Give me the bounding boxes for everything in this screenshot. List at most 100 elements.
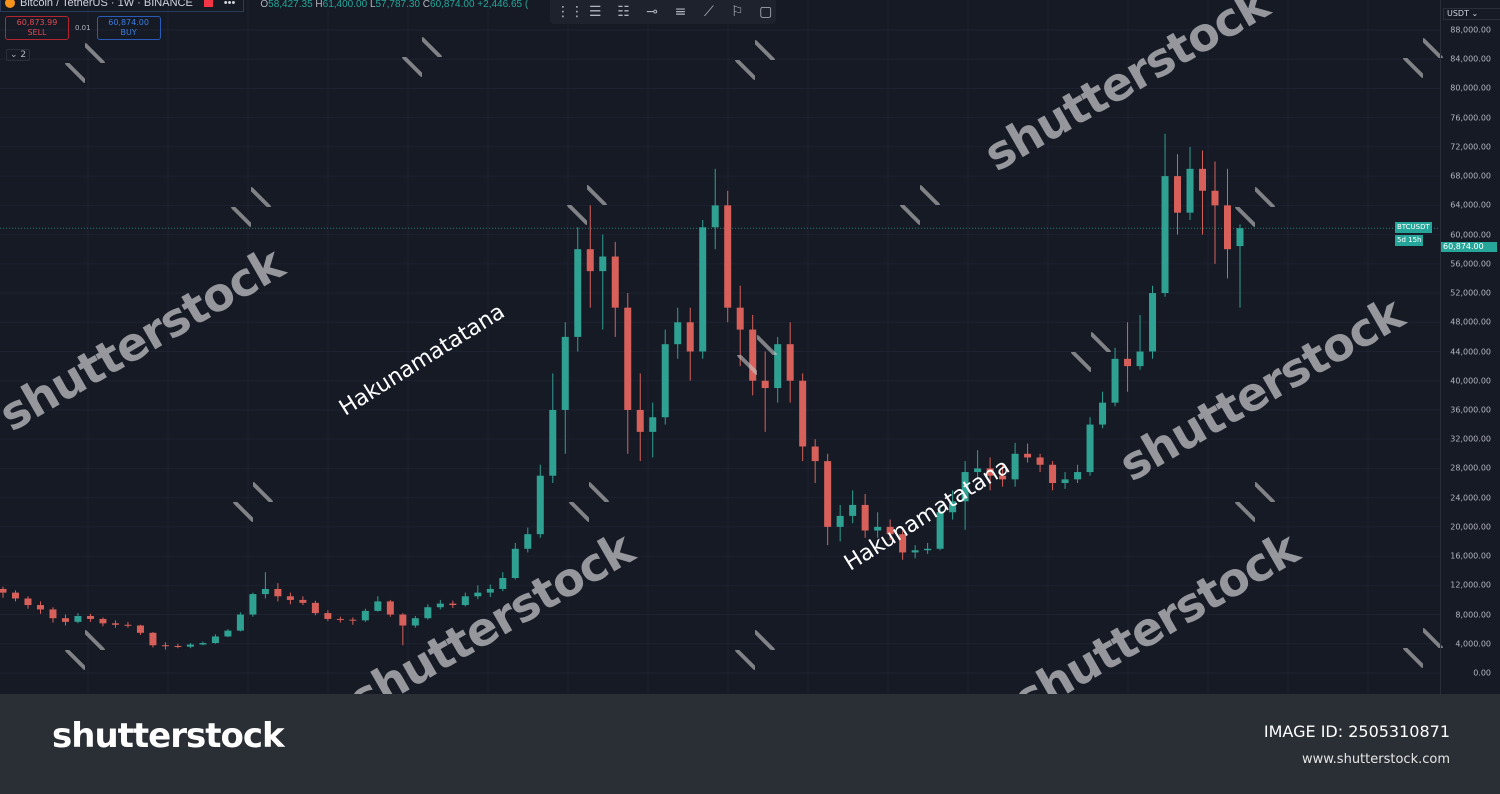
candle [1011,442,1019,487]
candle-body [24,598,32,606]
candle [1099,391,1107,429]
rectangle-icon[interactable]: ▢ [759,4,773,20]
candle [611,241,619,337]
horizontal-line-icon[interactable]: ⊸ [646,4,658,20]
candle [724,190,732,323]
candle [274,583,282,602]
candle-body [124,624,132,626]
candle [61,614,69,626]
candle [436,599,444,610]
price-tick: 48,000.00 [1450,317,1491,327]
flag-marker-icon[interactable]: ⚐ [731,4,744,20]
more-button[interactable]: ••• [223,0,236,9]
price-axis[interactable]: 88,000.00 84,000.00 80,000.00 76,000.00 72,0… [1440,0,1500,694]
candle-body [924,548,932,551]
price-tick: 80,000.00 [1450,83,1491,93]
candle [449,600,457,608]
drag-handle-icon[interactable]: ⋮⋮ [556,4,584,20]
candle [711,168,719,250]
candle-body [511,548,519,579]
candle [986,457,994,491]
footer-bar: shutterstock IMAGE ID: 2505310871 www.sh… [0,694,1500,794]
candle [136,624,144,636]
candle-body [211,636,219,644]
candle [0,586,7,598]
symbol-title: Bitcoin / TetherUS · 1W · BINANCE [20,0,193,9]
price-tick: 12,000.00 [1450,580,1491,590]
candle [649,402,657,458]
parallel-channel-icon[interactable]: ☰ [588,4,602,20]
candle [286,592,294,605]
candle [1236,224,1244,308]
candle [74,613,82,624]
candle-body [861,504,869,531]
candle [549,373,557,484]
candle [849,490,857,524]
candle-body [99,618,107,624]
price-tick: 52,000.00 [1450,288,1491,298]
trade-panel: 60,873.99 SELL 0.01 60,874.00 BUY [5,16,161,40]
candle [624,293,632,454]
candle-body [1049,464,1057,484]
image-id: IMAGE ID: 2505310871 [1263,722,1450,741]
candle-body [424,607,432,619]
indicators-toggle[interactable]: ⌄ 2 [6,49,31,61]
candlestick-chart[interactable] [0,0,1440,694]
candle-body [436,603,444,608]
candle-body [674,322,682,345]
candle-body [1199,168,1207,191]
price-tick: 76,000.00 [1450,113,1491,123]
candle [699,219,707,359]
candle [561,322,569,454]
candle [574,227,582,352]
candle-body [1024,453,1032,458]
candle-body [799,380,807,447]
flag-icon[interactable] [203,0,213,7]
candle-body [1011,453,1019,480]
buy-button[interactable]: 60,874.00 BUY [96,16,161,40]
price-tick: 4,000.00 [1455,639,1491,649]
chart-header: Bitcoin / TetherUS · 1W · BINANCE ••• O5… [0,0,528,12]
candle-body [774,344,782,389]
candle-body [336,618,344,620]
site-url: www.shutterstock.com [1301,752,1450,767]
candle-body [1099,402,1107,425]
candle [786,322,794,403]
currency-selector[interactable]: USDT ⌄ [1443,8,1500,20]
candle [311,600,319,616]
candle [461,592,469,607]
candle [161,642,169,650]
candle [361,608,369,622]
regression-trend-icon[interactable]: ☷ [617,4,630,20]
candle-body [911,550,919,553]
candle [836,504,844,542]
candle [1074,464,1082,484]
fib-retracement-icon[interactable]: ≡ [674,4,687,20]
sell-button[interactable]: 60,873.99 SELL [5,16,69,40]
candle [861,493,869,538]
candle [936,504,944,551]
candle-body [786,344,794,381]
candle-body [374,601,382,611]
candle-body [536,475,544,535]
candle [961,461,969,530]
price-tick: 20,000.00 [1450,522,1491,532]
candle [24,596,32,609]
trend-line-icon[interactable]: ⟋ [703,4,714,20]
candle-body [1036,457,1044,465]
candle-body [624,307,632,410]
candle [686,307,694,381]
price-tick: 64,000.00 [1450,200,1491,210]
candle-body [399,614,407,626]
chart-area[interactable]: shutterstock shutterstock shutterstock s… [0,0,1500,727]
candle [749,314,757,396]
candle [974,450,982,480]
candle [336,616,344,623]
candle [811,439,819,484]
candle [1199,150,1207,235]
symbol-selector[interactable]: Bitcoin / TetherUS · 1W · BINANCE ••• [0,0,245,12]
candle [799,373,807,462]
candle-body [661,344,669,418]
candle-body [411,618,419,626]
candle-body [1074,472,1082,480]
